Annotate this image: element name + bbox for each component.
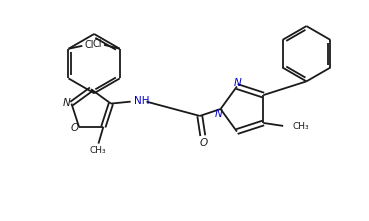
Text: O: O [71, 123, 79, 133]
Text: N: N [215, 109, 223, 119]
Text: CH₃: CH₃ [89, 146, 106, 155]
Text: N: N [234, 78, 242, 88]
Text: Cl: Cl [84, 40, 94, 50]
Text: O: O [200, 138, 208, 148]
Text: NH: NH [134, 96, 149, 106]
Text: N: N [63, 98, 70, 108]
Text: CH₃: CH₃ [292, 122, 309, 131]
Text: Cl: Cl [93, 39, 102, 49]
